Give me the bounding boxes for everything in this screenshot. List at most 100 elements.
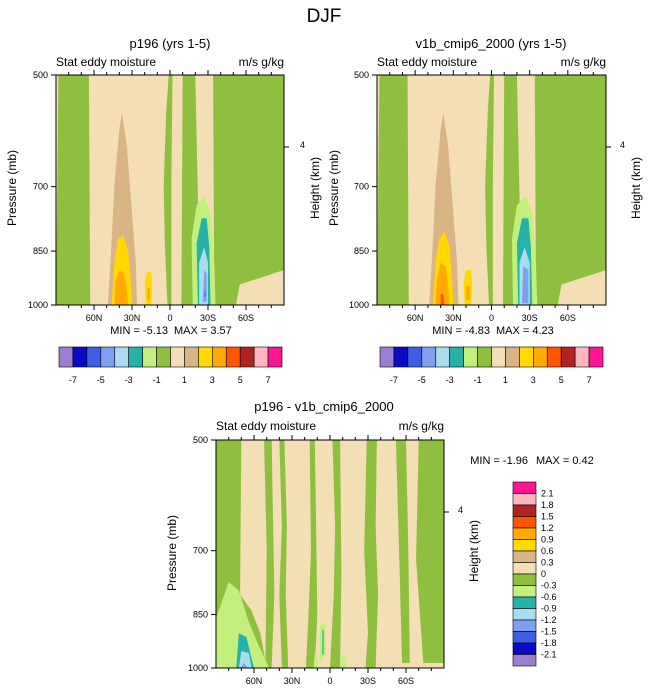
contour-region [398, 663, 444, 668]
colorbar-swatch [128, 346, 143, 368]
contour-region [238, 651, 252, 668]
min-label: MIN = -5.13 [110, 325, 168, 337]
panel-title: p196 - v1b_cmip6_2000 [254, 399, 394, 414]
max-label: MAX = 4.23 [496, 325, 554, 337]
contour-plot [377, 75, 606, 305]
contour-region [466, 286, 470, 300]
contour-region [107, 112, 138, 305]
x-tick-label: 30N [445, 313, 462, 323]
colorbar-label: -7 [390, 375, 398, 385]
colorbar-label: 2.1 [541, 489, 554, 499]
contour-region [114, 270, 129, 305]
variable-label: Stat eddy moisture [56, 55, 156, 69]
contour-region [364, 440, 379, 668]
units-label: m/s g/kg [561, 55, 606, 69]
max-label: MAX = 3.57 [174, 325, 232, 337]
colorbar-swatch [58, 346, 74, 368]
colorbar-swatch [393, 346, 409, 368]
colorbar-swatch [512, 493, 537, 506]
contour-region [202, 270, 207, 302]
colorbar-swatch [253, 346, 269, 368]
contour-region [522, 266, 529, 304]
colorbar-label: -1.5 [541, 627, 557, 637]
colorbar-swatch [100, 346, 116, 368]
contour-region [216, 582, 270, 668]
panel-title: p196 (yrs 1-5) [130, 36, 211, 51]
colorbar-swatch [512, 642, 537, 655]
y-tick-label: 850 [354, 246, 369, 256]
colorbar-label: -0.3 [541, 581, 557, 591]
contour-region [279, 440, 289, 668]
contour-region [313, 651, 318, 668]
colorbar-label: 1.5 [541, 512, 554, 522]
colorbar-label: -2.1 [541, 650, 557, 660]
colorbar-swatch [512, 631, 537, 644]
y-tick-label: 850 [193, 610, 208, 620]
colorbar-swatch [588, 346, 604, 368]
contour-region [440, 293, 445, 305]
units-label: m/s g/kg [239, 55, 284, 69]
plot-axes: 60N 30N 0 30S 60S 500 700 850 1000 [349, 70, 611, 323]
colorbar-swatch [546, 346, 562, 368]
colorbar-swatch [512, 573, 537, 586]
y-tick-label: 700 [33, 182, 48, 192]
colorbar-swatch [512, 481, 537, 494]
contour-region [330, 440, 342, 668]
variable-label: Stat eddy moisture [216, 419, 316, 433]
panel-title: v1b_cmip6_2000 (yrs 1-5) [415, 36, 566, 51]
colorbar-swatch [491, 346, 506, 368]
colorbar-swatch [421, 346, 437, 368]
colorbar-swatch [449, 346, 464, 368]
colorbar-label: -5 [97, 375, 105, 385]
colorbar-swatch [533, 346, 548, 368]
x-tick-label: 30N [124, 313, 141, 323]
colorbar-label: 7 [587, 375, 592, 385]
x-tick-label: 30N [284, 676, 301, 686]
y-tick-label: 500 [33, 70, 48, 80]
colorbar-swatch [560, 346, 576, 368]
y-tick-label: 700 [193, 546, 208, 556]
colorbar-label: -1.8 [541, 638, 557, 648]
colorbar-swatch [407, 346, 423, 368]
colorbar-label: 0.6 [541, 546, 554, 556]
contour-region [163, 75, 173, 305]
colorbar-swatch [512, 619, 537, 632]
colorbar-swatch [505, 346, 520, 368]
panel-v1b-cmip6: v1b_cmip6_2000 (yrs 1-5) Stat eddy moist… [327, 36, 643, 337]
x-tick-label: 0 [489, 313, 494, 323]
contour-region [305, 440, 318, 668]
min-label: MIN = -1.96 [470, 455, 528, 467]
colorbar-swatch [198, 346, 213, 368]
plot-axes: 60N 30N 0 30S 60S 500 700 850 1000 [188, 435, 449, 686]
y-axis-label: Pressure (mb) [327, 150, 341, 226]
plot-axes: 60N 30N 0 30S 60S 500 700 850 1000 [28, 70, 289, 323]
colorbar-swatch [512, 504, 537, 517]
colorbar-label: 1 [182, 375, 187, 385]
y-tick-label: 1000 [28, 300, 48, 310]
colorbar-swatch [512, 608, 537, 621]
colorbar-swatch [72, 346, 88, 368]
y-tick-label: 500 [193, 435, 208, 445]
colorbar-label: 5 [559, 375, 564, 385]
x-tick-label: 30S [522, 313, 538, 323]
x-tick-label: 60N [246, 676, 263, 686]
colorbar-label: 3 [210, 375, 215, 385]
colorbar-swatch [512, 527, 537, 540]
contour-region [322, 629, 324, 655]
x-tick-label: 30S [200, 313, 216, 323]
contour-region [435, 262, 450, 305]
colorbar-label: 1 [503, 375, 508, 385]
colorbar-label: -0.9 [541, 604, 557, 614]
units-label: m/s g/kg [399, 419, 444, 433]
x-tick-label: 60S [560, 313, 576, 323]
colorbar-swatch [463, 346, 478, 368]
colorbar-swatch [267, 346, 283, 368]
y-tick-label: 1000 [188, 663, 208, 673]
y-axis-label: Pressure (mb) [5, 150, 19, 226]
contour-region [204, 288, 206, 297]
colorbar-swatch [156, 346, 171, 368]
colorbar-swatch [379, 346, 395, 368]
colorbar-swatch [225, 346, 241, 368]
contour-region [377, 75, 409, 305]
